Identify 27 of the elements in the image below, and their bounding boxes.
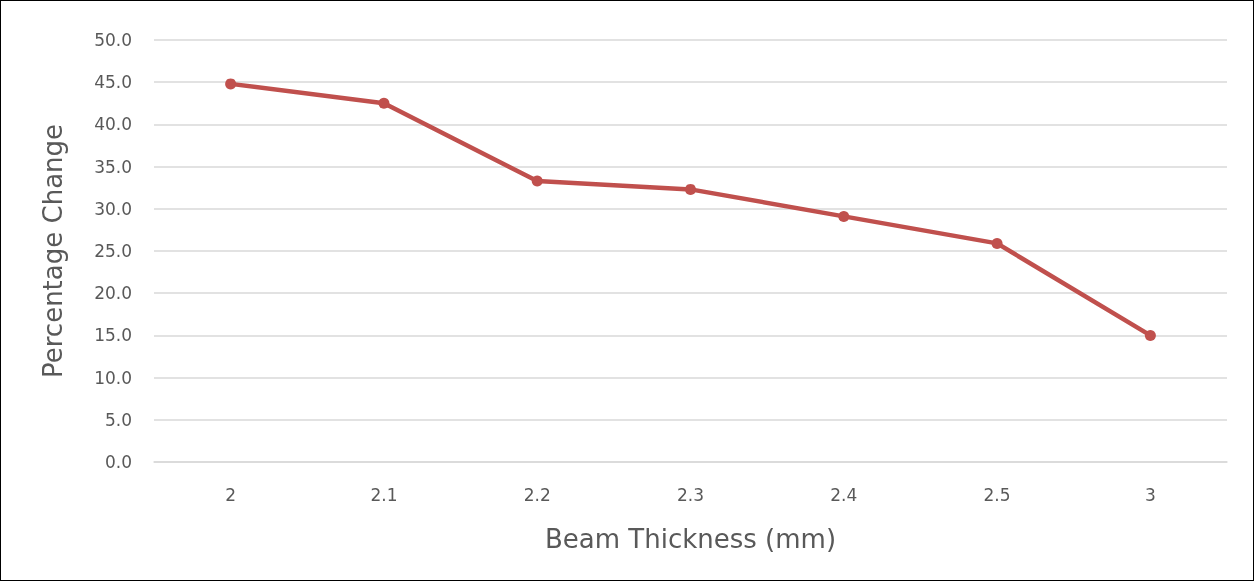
- point: [838, 210, 850, 222]
- x-tick-label: 2.2: [523, 484, 551, 505]
- y-tick-label: 35.0: [94, 156, 132, 177]
- x-tick-label: 2.5: [983, 484, 1011, 505]
- x-axis-title: Beam Thickness (mm): [544, 524, 837, 554]
- y-tick-label: 40.0: [94, 114, 132, 135]
- y-tick-label: 50.0: [94, 30, 132, 50]
- point: [531, 175, 543, 187]
- x-tick-label: 2.4: [830, 484, 858, 505]
- y-tick-label: 5.0: [104, 409, 132, 430]
- point: [378, 97, 390, 109]
- y-tick-label: 30.0: [94, 198, 132, 219]
- point: [685, 183, 696, 195]
- y-tick-label: 10.0: [94, 367, 132, 388]
- point: [991, 237, 1003, 249]
- y-tick-label: 20.0: [94, 283, 132, 304]
- point: [1144, 329, 1156, 341]
- x-tick-label: 2.3: [676, 484, 705, 505]
- x-tick-label: 3: [1144, 484, 1156, 505]
- x-tick-label: 2.1: [370, 484, 398, 505]
- y-tick-label: 25.0: [94, 241, 132, 261]
- y-tick-label: 15.0: [94, 325, 132, 346]
- y-tick-label: 0.0: [104, 452, 132, 472]
- x-tick-label: 2: [225, 484, 237, 505]
- point: [225, 78, 237, 90]
- y-tick-label: 45.0: [94, 72, 132, 93]
- y-axis-title: Percentage Change: [38, 123, 68, 379]
